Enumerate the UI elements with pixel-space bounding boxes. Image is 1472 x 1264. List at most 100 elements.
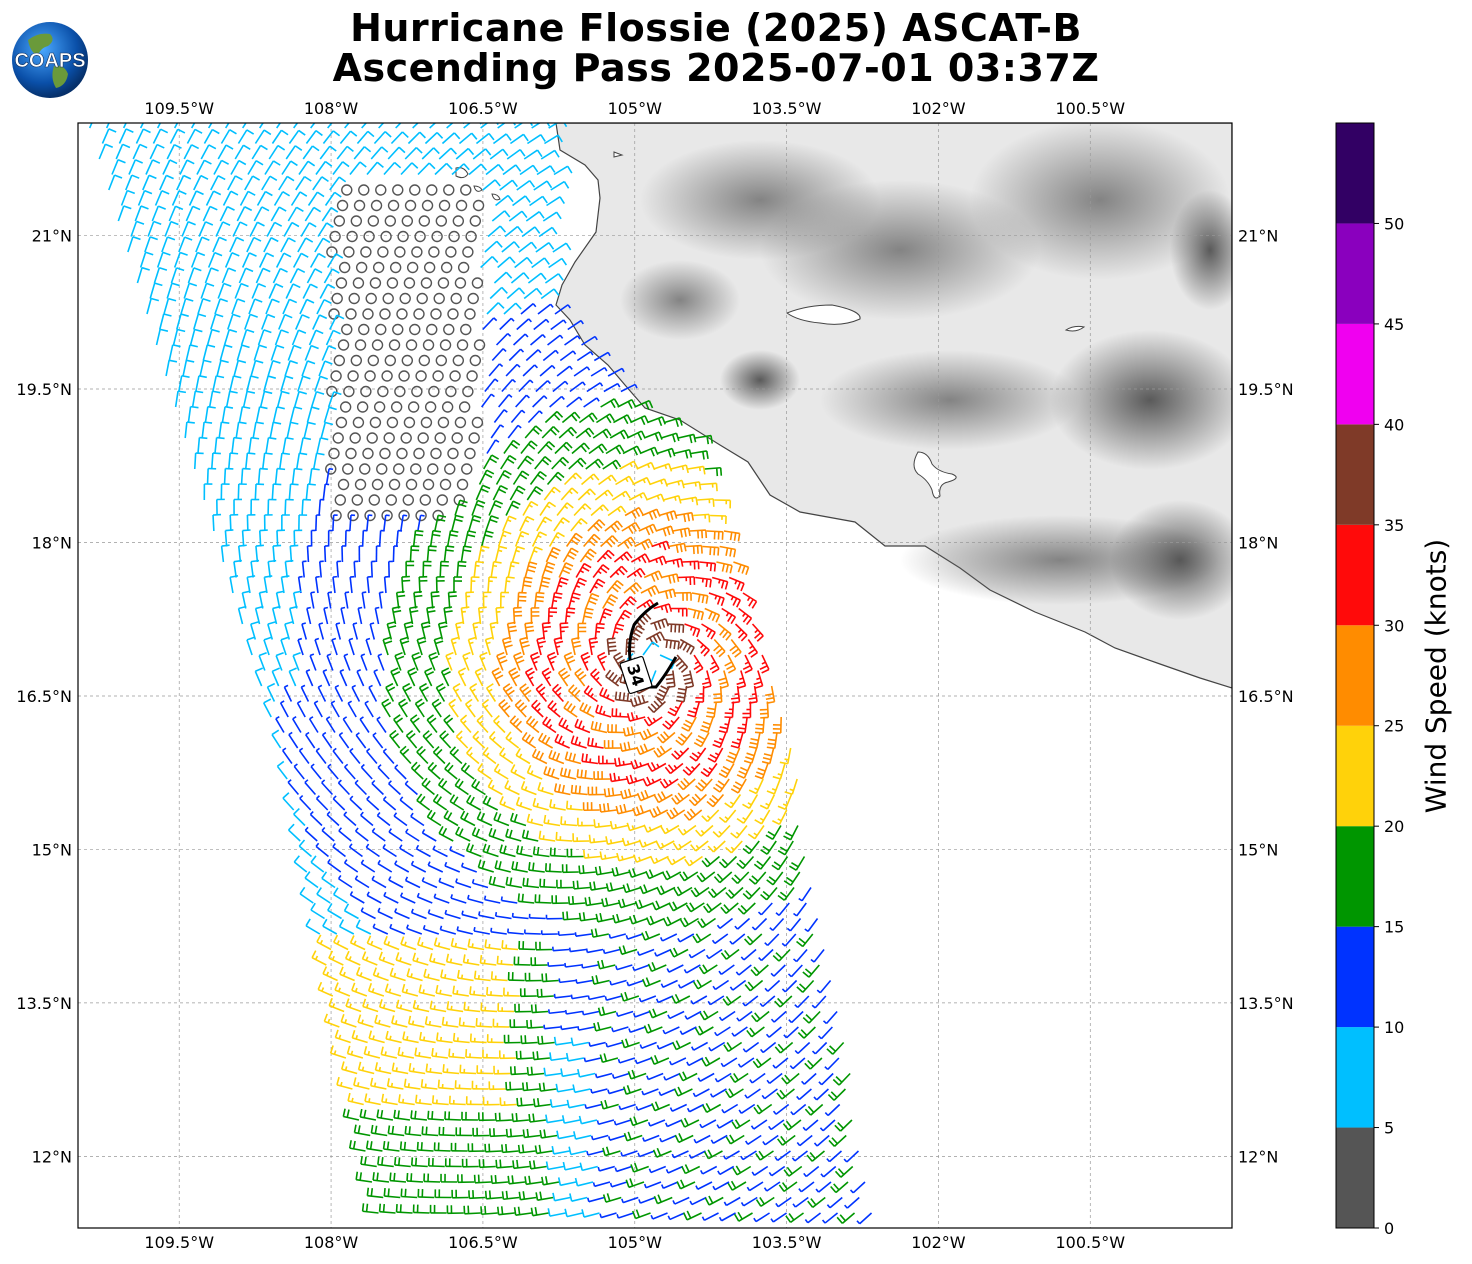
wind-barb — [742, 654, 753, 674]
wind-barb — [315, 575, 320, 594]
wind-barb — [472, 1127, 490, 1137]
wind-barb — [288, 483, 299, 501]
wind-barb — [742, 592, 758, 609]
wind-barb — [706, 530, 724, 540]
wind-barb — [541, 1176, 560, 1186]
wind-barb — [643, 716, 663, 727]
wind-barb — [615, 803, 634, 815]
wind-barb — [310, 902, 325, 920]
wind-barb — [317, 222, 334, 237]
wind-barb — [482, 746, 497, 765]
wind-barb — [276, 760, 288, 780]
wind-barb — [711, 576, 729, 590]
wind-barb — [458, 1017, 476, 1028]
wind-barb — [372, 967, 389, 982]
wind-barb — [455, 147, 475, 160]
wind-barb — [527, 410, 543, 424]
wind-barb — [617, 536, 636, 549]
lon-tick-label-top: 106.5°W — [448, 99, 518, 118]
wind-barb — [754, 809, 771, 825]
wind-barb — [462, 954, 480, 966]
wind-barb — [544, 273, 564, 284]
wind-barb — [403, 277, 416, 289]
wind-barb — [365, 1140, 383, 1152]
wind-barb — [626, 430, 646, 441]
wind-barb — [380, 1046, 398, 1059]
wind-barb — [404, 1125, 422, 1137]
wind-barb — [641, 508, 661, 521]
wind-barb — [216, 359, 229, 377]
wind-barb — [409, 545, 420, 563]
wind-barb — [348, 843, 363, 858]
wind-barb — [326, 385, 338, 398]
wind-barb — [287, 206, 304, 222]
wind-barb — [695, 824, 714, 837]
wind-barb — [327, 529, 333, 547]
wind-barb — [208, 390, 221, 408]
wind-barb — [329, 314, 345, 330]
wind-barb — [751, 917, 768, 931]
lat-tick-label-right: 21°N — [1238, 227, 1278, 246]
wind-barb — [690, 840, 709, 852]
colorbar-tick-label: 5 — [1384, 1119, 1394, 1138]
wind-barb — [578, 412, 598, 424]
wind-barb — [152, 128, 169, 144]
wind-barb — [526, 1019, 544, 1029]
wind-barb — [527, 134, 546, 145]
wind-barb — [414, 698, 425, 718]
wind-barbs — [88, 123, 873, 1225]
wind-barb — [508, 210, 528, 222]
wind-barb — [565, 800, 583, 811]
wind-barb — [583, 1057, 602, 1063]
wind-barb — [702, 1102, 722, 1114]
wind-barb — [387, 199, 400, 212]
wind-barb — [613, 414, 632, 425]
wind-barb — [261, 452, 273, 470]
wind-barb — [382, 844, 397, 858]
wind-barb — [528, 546, 543, 563]
wind-barb — [565, 532, 583, 547]
wind-barb — [758, 948, 774, 962]
wind-barb — [503, 1034, 521, 1044]
wind-barb — [470, 576, 480, 594]
wind-barb — [287, 823, 301, 842]
wind-barb — [440, 1173, 458, 1183]
wind-barb — [704, 607, 721, 623]
wind-barb — [737, 1057, 755, 1068]
wind-barb — [522, 364, 538, 377]
wind-barb — [415, 844, 431, 858]
wind-barb — [367, 215, 380, 227]
wind-barb — [406, 261, 419, 274]
wind-barb — [343, 653, 351, 671]
wind-barb — [588, 637, 599, 656]
wind-barb — [266, 221, 283, 237]
island — [473, 185, 483, 192]
wind-barb — [435, 984, 452, 997]
wind-barb — [439, 730, 452, 749]
wind-barb — [647, 1119, 666, 1127]
wind-barb — [592, 1181, 611, 1188]
wind-barb — [327, 391, 342, 408]
wind-barb — [649, 478, 669, 487]
wind-barb — [499, 1097, 517, 1107]
wind-barb — [515, 796, 532, 811]
wind-barb — [643, 570, 663, 582]
wind-barb — [590, 928, 609, 938]
wind-barb — [596, 1119, 615, 1126]
wind-barb — [190, 251, 206, 268]
wind-barb — [392, 323, 404, 336]
wind-barb — [505, 828, 522, 842]
wind-barb — [411, 246, 423, 258]
wind-barb — [316, 934, 332, 951]
wind-barb — [393, 812, 408, 827]
wind-barb — [548, 749, 565, 765]
wind-barb — [653, 463, 673, 472]
wind-barb — [751, 623, 764, 642]
wind-barb — [796, 1088, 812, 1101]
wind-barb — [411, 385, 423, 398]
wind-barb — [303, 421, 316, 439]
wind-barb — [567, 592, 581, 609]
wind-barb — [709, 1088, 727, 1098]
wind-barb — [356, 130, 375, 145]
wind-barb — [679, 1026, 697, 1036]
